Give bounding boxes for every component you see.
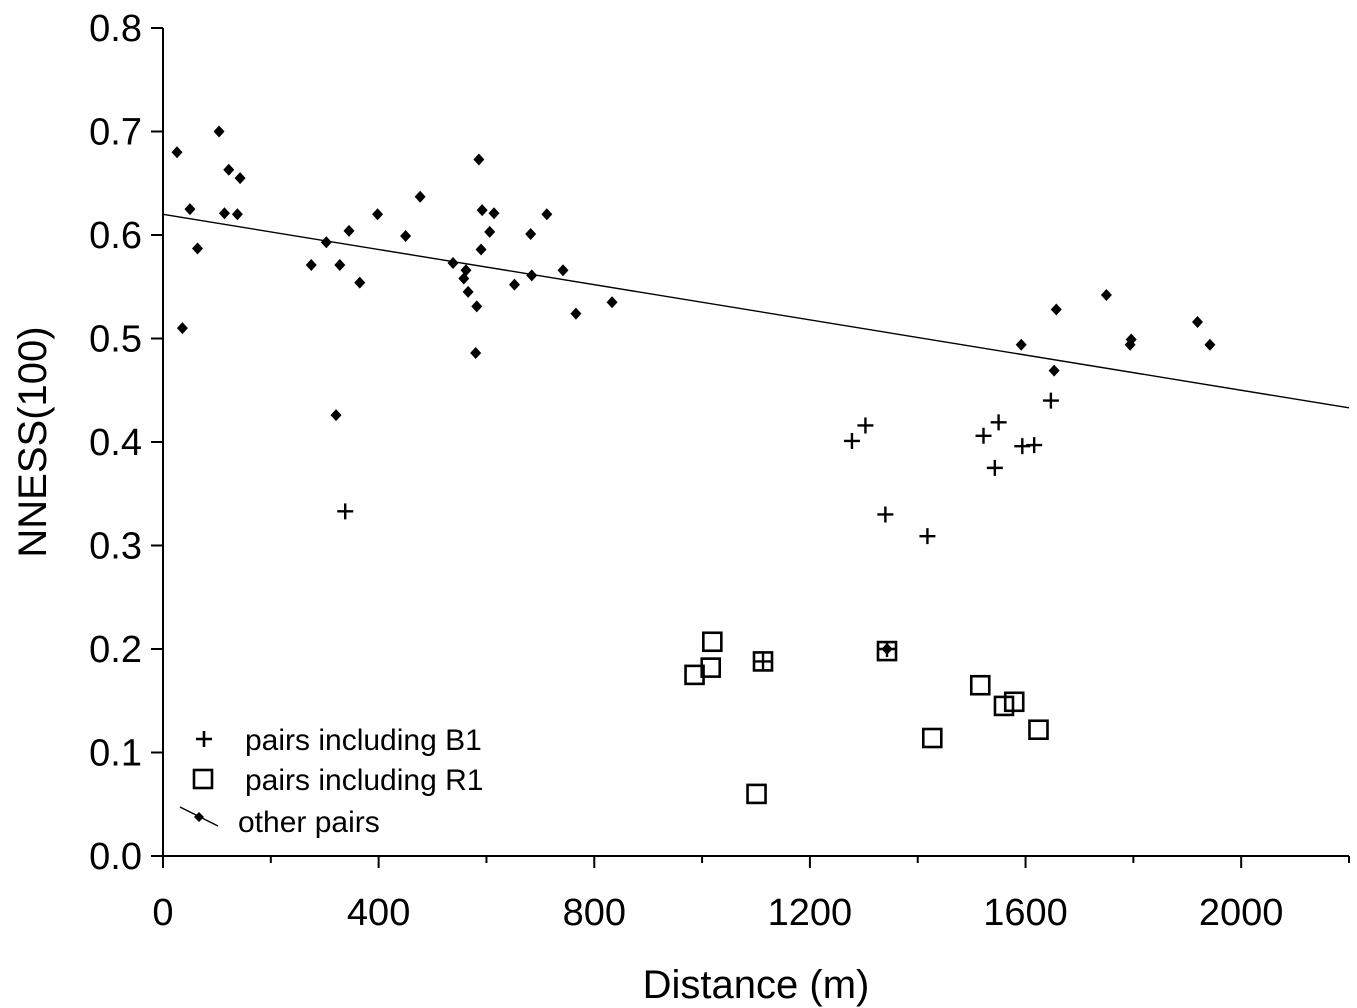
- b1-pair-point: [857, 417, 874, 434]
- b1-pair-point: [337, 503, 354, 520]
- r1-pair-point: [876, 640, 898, 662]
- other-pair-point: [526, 269, 538, 282]
- other-pair-point: [218, 207, 230, 220]
- b1-pair-point: [843, 432, 860, 449]
- b1-pair-point: [755, 653, 772, 670]
- other-pair-point: [541, 208, 553, 221]
- y-axis-title: NNESS(100): [11, 326, 55, 557]
- legend-item-other: other pairs: [179, 806, 380, 839]
- other-pair-point: [470, 346, 482, 359]
- other-pair-point: [1192, 315, 1204, 328]
- legend-item-r1: pairs including R1: [192, 764, 483, 797]
- other-pair-point: [213, 125, 225, 138]
- legend-label-other: other pairs: [238, 806, 380, 839]
- other-pair-point: [1048, 364, 1060, 377]
- other-pair-point: [1100, 289, 1112, 302]
- b1-pair-point: [975, 427, 992, 444]
- other-pair-point: [1125, 333, 1137, 346]
- y-tick-label: 0.6: [89, 215, 142, 257]
- other-pair-point: [414, 190, 426, 203]
- legend-item-b1: pairs including B1: [196, 724, 482, 757]
- other-pair-point: [476, 204, 488, 217]
- other-pair-point: [171, 146, 183, 159]
- other-pair-point: [484, 225, 496, 238]
- other-pair-point: [372, 208, 384, 221]
- other-pair-point: [1050, 303, 1062, 316]
- r1-pair-point: [969, 674, 991, 696]
- r1-pair-point: [684, 664, 705, 686]
- y-tick-label: 0.8: [89, 8, 142, 50]
- other-pair-point: [354, 276, 366, 289]
- legend-label-r1: pairs including R1: [245, 764, 483, 797]
- y-tick-label: 0.2: [89, 629, 142, 671]
- legend-diamond-icon: [194, 812, 204, 822]
- x-tick-label: 2000: [1199, 892, 1284, 934]
- data-markers: [171, 125, 1216, 805]
- other-pair-point: [606, 296, 618, 309]
- x-tick-label: 1200: [768, 892, 853, 934]
- regression-line: [162, 213, 1350, 409]
- y-tick-label: 0.3: [89, 526, 142, 568]
- y-ticks: 0.0 0.1 0.2 0.3 0.4 0.5 0.6 0.7 0.8: [89, 8, 163, 878]
- other-pair-point: [176, 322, 188, 335]
- x-ticks: 0 400 800 1200 1600 2000: [152, 856, 1350, 934]
- other-pair-point: [223, 163, 235, 176]
- b1-pair-point: [877, 506, 894, 523]
- other-pair-point: [1204, 338, 1216, 351]
- r1-pair-point: [752, 651, 774, 672]
- x-tick-label: 400: [347, 892, 410, 934]
- x-tick-label: 1600: [983, 892, 1068, 934]
- other-pair-point: [1015, 338, 1027, 351]
- r1-pair-point: [702, 631, 723, 653]
- other-pair-point: [473, 153, 485, 166]
- other-pair-point: [320, 236, 332, 249]
- r1-pair-point: [700, 657, 722, 678]
- other-pair-point: [343, 224, 355, 237]
- legend-label-b1: pairs including B1: [245, 724, 482, 757]
- b1-pair-point: [1026, 437, 1043, 454]
- other-pair-point: [471, 300, 483, 313]
- other-pair-point: [334, 259, 346, 272]
- b1-pair-point: [919, 528, 936, 545]
- other-pair-point: [462, 285, 474, 298]
- y-tick-label: 0.5: [89, 319, 142, 361]
- y-tick-label: 0.4: [89, 422, 142, 464]
- other-pair-point: [475, 243, 487, 256]
- r1-pair-point: [1003, 691, 1025, 713]
- other-pair-point: [447, 256, 459, 269]
- other-pair-point: [570, 307, 582, 320]
- x-tick-label: 0: [152, 892, 173, 934]
- other-pair-point: [508, 278, 520, 291]
- y-tick-label: 0.7: [89, 112, 142, 154]
- r1-pair-point: [746, 783, 767, 805]
- r1-pair-point: [1028, 719, 1049, 741]
- other-pair-point: [305, 259, 317, 272]
- x-axis-title: Distance (m): [643, 963, 870, 1007]
- other-pair-point: [488, 207, 500, 220]
- other-pair-point: [192, 242, 204, 255]
- other-pair-point: [881, 643, 893, 655]
- r1-pair-point: [921, 727, 943, 749]
- other-pair-point: [525, 227, 537, 240]
- b1-pair-point: [986, 459, 1003, 476]
- other-pair-point: [330, 409, 342, 422]
- other-pair-point: [234, 172, 246, 185]
- other-pair-point: [231, 208, 243, 221]
- x-tick-label: 800: [563, 892, 626, 934]
- other-pair-point: [184, 203, 196, 216]
- b1-pair-point: [990, 414, 1007, 431]
- trendline: [162, 213, 1350, 409]
- b1-pair-point: [1042, 392, 1059, 409]
- y-tick-label: 0.0: [89, 836, 142, 878]
- legend: pairs including B1 pairs including R1 ot…: [179, 724, 483, 839]
- other-pair-point: [400, 230, 412, 243]
- legend-square-icon: [192, 768, 214, 790]
- y-tick-label: 0.1: [89, 733, 142, 775]
- other-pair-point: [460, 264, 472, 277]
- other-pair-point: [557, 264, 569, 277]
- legend-plus-icon: [196, 731, 212, 747]
